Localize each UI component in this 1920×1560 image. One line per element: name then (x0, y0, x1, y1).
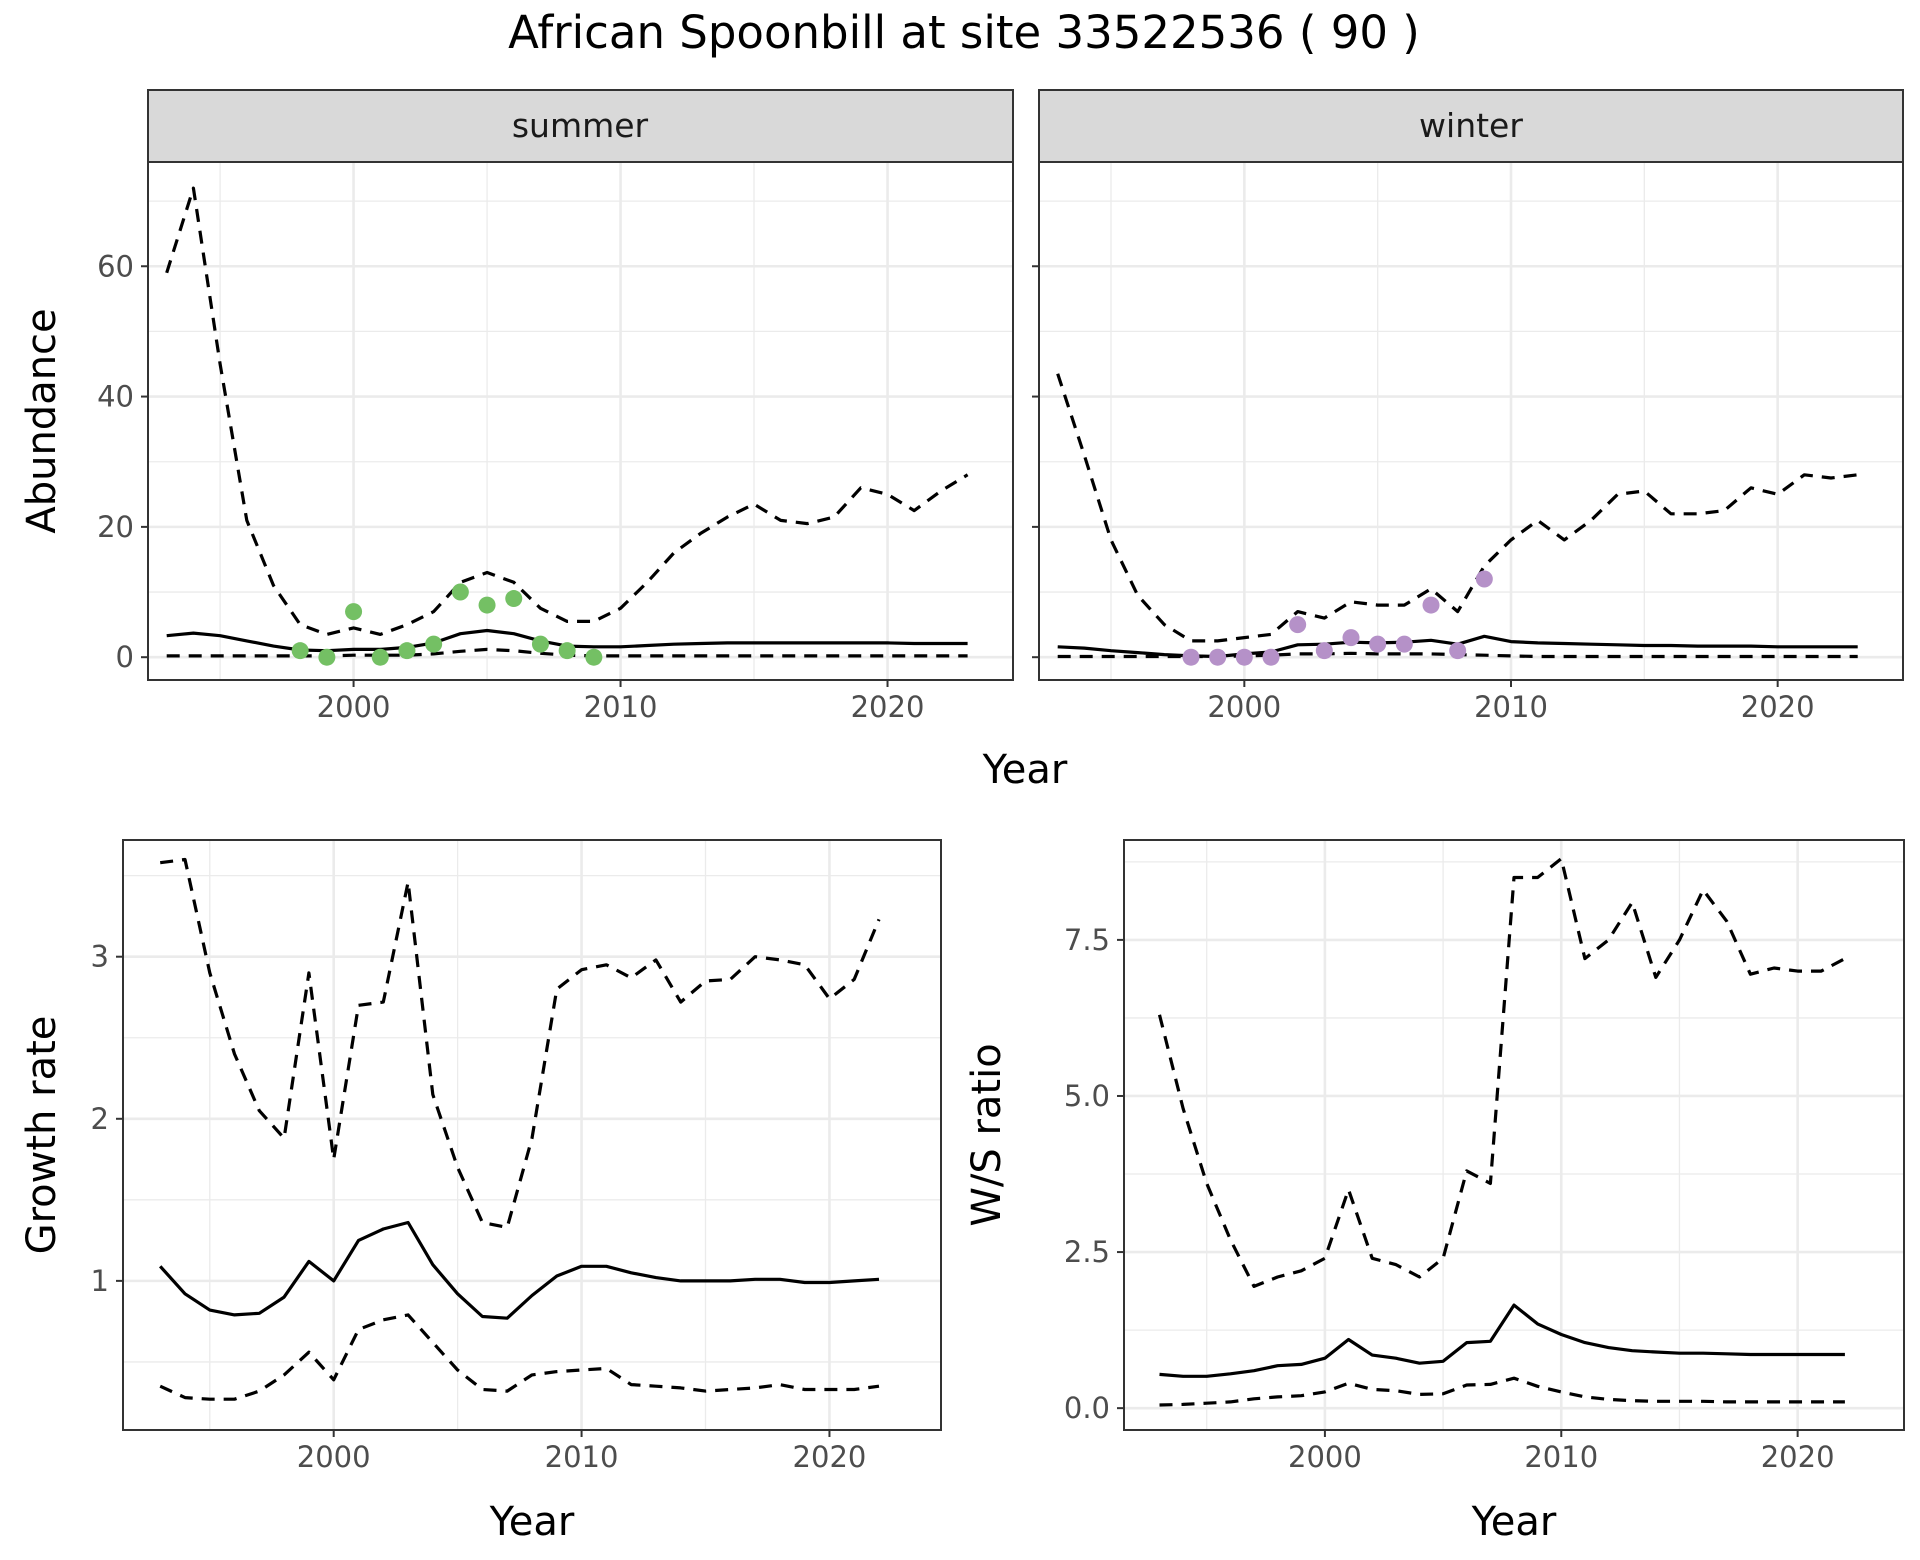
winter-abundance-panel: winter 2000 2010 2020 (1032, 89, 1904, 724)
winter-observed-point (1315, 642, 1333, 660)
summer-observed-point (531, 635, 549, 653)
ratio-y-tick-label: 7.5 (1064, 923, 1110, 957)
summer-x-tick-label: 2000 (317, 690, 391, 724)
winter-upper-line (1056, 373, 1858, 643)
ratio-plot-area (1124, 840, 1904, 1430)
growth-y-tick-label: 3 (91, 940, 109, 974)
growth-lower-line (159, 1313, 880, 1401)
growth-y-axis-title: Growth rate (19, 1016, 65, 1255)
ratio-x-tick-label: 2020 (1761, 1440, 1835, 1474)
strip-label-winter: winter (1419, 106, 1523, 145)
summer-observed-point (398, 642, 416, 660)
ws-ratio-panel: 2000 2010 2020 0.0 2.5 5.0 7.5 (1064, 839, 1905, 1474)
summer-observed-point (345, 603, 363, 621)
summer-observed-point (558, 642, 576, 660)
summer-panel-background (148, 162, 1013, 680)
summer-abundance-panel: summer 2000 2010 2020 0 20 40 60 (97, 89, 1014, 724)
winter-panel-border (1038, 161, 1904, 681)
winter-observed-point (1289, 616, 1307, 634)
strip-summer (147, 89, 1014, 163)
winter-panel-background (1039, 162, 1903, 680)
growth-mean-line (159, 1220, 880, 1320)
summer-upper-line (165, 186, 969, 636)
winter-observed-point (1342, 629, 1360, 647)
summer-observed-point (291, 642, 309, 660)
summer-observed-point (478, 596, 496, 614)
summer-panel-border (147, 161, 1014, 681)
ratio-panel-border (1123, 839, 1905, 1431)
ratio-x-axis-title: Year (1471, 1499, 1557, 1545)
summer-y-tick-label: 20 (97, 510, 134, 544)
winter-plot-area (1039, 162, 1903, 680)
winter-observed-point (1422, 596, 1440, 614)
figure-title: African Spoonbill at site 33522536 ( 90 … (508, 6, 1420, 59)
summer-x-tick-label: 2010 (584, 690, 658, 724)
winter-observed-point (1182, 648, 1200, 666)
growth-y-tick-label: 1 (91, 1264, 109, 1298)
strip-winter (1038, 89, 1904, 163)
ratio-y-tick-label: 2.5 (1064, 1235, 1110, 1269)
ratio-y-tick-label: 5.0 (1064, 1079, 1110, 1113)
summer-y-tick-label: 60 (97, 249, 134, 283)
ratio-x-tick-label: 2010 (1524, 1440, 1598, 1474)
winter-observed-point (1235, 648, 1253, 666)
summer-observed-point (425, 635, 443, 653)
ratio-y-tick-label: 0.0 (1064, 1391, 1110, 1425)
growth-panel-border (122, 839, 942, 1431)
growth-x-tick-label: 2010 (545, 1440, 619, 1474)
summer-observed-point (451, 583, 469, 601)
top-y-axis-title: Abundance (19, 308, 65, 533)
winter-x-tick-label: 2010 (1474, 690, 1548, 724)
winter-observed-point (1449, 642, 1467, 660)
summer-observed-point (318, 648, 336, 666)
ratio-panel-background (1124, 840, 1904, 1430)
winter-observed-point (1475, 570, 1493, 588)
ratio-y-axis-title: W/S ratio (964, 1043, 1010, 1226)
growth-plot-area (123, 840, 941, 1430)
summer-plot-area (148, 162, 1013, 680)
ratio-upper-line (1157, 857, 1846, 1288)
growth-x-axis-title: Year (489, 1499, 575, 1545)
winter-observed-point (1395, 635, 1413, 653)
growth-x-tick-label: 2020 (793, 1440, 867, 1474)
ratio-x-tick-label: 2000 (1288, 1440, 1362, 1474)
winter-x-tick-label: 2020 (1741, 690, 1815, 724)
winter-x-tick-label: 2000 (1207, 690, 1281, 724)
growth-y-tick-label: 2 (91, 1102, 109, 1136)
ratio-lower-line (1159, 1376, 1845, 1407)
winter-observed-point (1369, 635, 1387, 653)
summer-y-tick-label: 40 (97, 380, 134, 414)
growth-rate-panel: 2000 2010 2020 1 2 3 (91, 839, 942, 1474)
strip-label-summer: summer (512, 106, 649, 145)
ratio-mean-line (1159, 1303, 1845, 1378)
growth-upper-line (159, 857, 881, 1229)
top-x-axis-title: Year (982, 747, 1068, 793)
growth-x-tick-label: 2000 (297, 1440, 371, 1474)
summer-observed-point (371, 648, 389, 666)
summer-y-tick-label: 0 (116, 640, 134, 674)
winter-observed-point (1262, 648, 1280, 666)
summer-observed-point (585, 648, 603, 666)
summer-observed-point (505, 590, 523, 608)
summer-x-tick-label: 2020 (851, 690, 925, 724)
winter-observed-point (1209, 648, 1227, 666)
